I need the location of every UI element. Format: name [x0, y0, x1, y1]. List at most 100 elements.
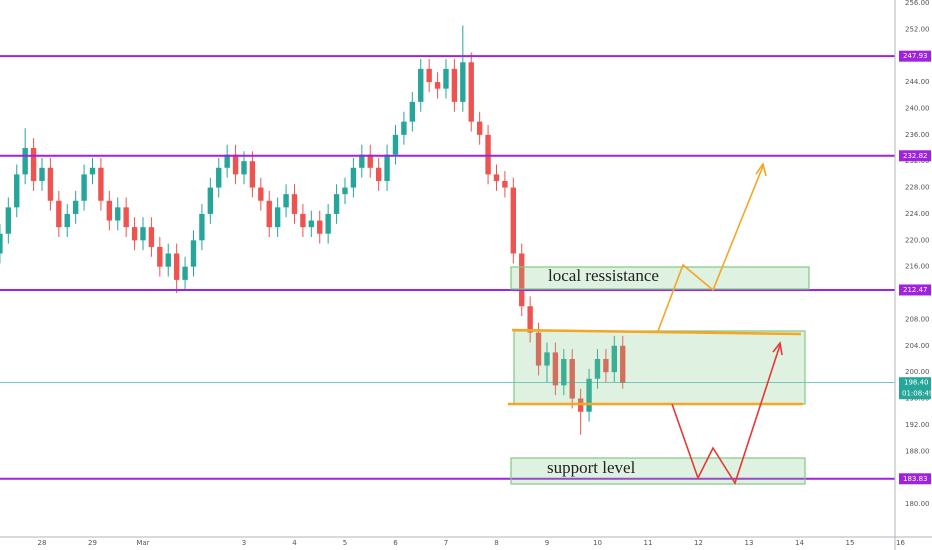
x-tick-label: 13 [745, 539, 754, 547]
range-top-line [511, 328, 802, 336]
x-tick-label: 10 [593, 539, 602, 547]
candle-body [426, 68, 432, 83]
x-tick-label: 7 [444, 539, 448, 547]
level-tag [899, 50, 931, 62]
candle-body [182, 266, 188, 280]
candle-body [241, 161, 247, 175]
candle-body [375, 167, 382, 181]
y-tick-label: 220.00 [905, 236, 930, 244]
level-label: 232.82 [903, 152, 928, 160]
candle-body [232, 154, 239, 175]
candle-body [443, 68, 449, 89]
x-tick-label: 4 [292, 539, 297, 547]
bear-path [671, 344, 781, 485]
candle-body [300, 213, 306, 228]
candle-body [39, 167, 45, 181]
y-tick-label: 236.00 [905, 131, 930, 139]
candle-body [22, 148, 28, 175]
level-tag [899, 150, 931, 162]
candle-body [367, 154, 373, 168]
candle-body [291, 194, 298, 214]
y-tick-label: 228.00 [905, 184, 930, 192]
candle-body [561, 358, 567, 386]
x-tick-label: 6 [393, 539, 398, 547]
support-box [510, 457, 806, 485]
candle-body [392, 134, 399, 155]
candle-body [72, 200, 79, 214]
candle-body [140, 227, 146, 241]
candle-body [594, 358, 601, 379]
bull-path [657, 165, 764, 332]
candle-body [106, 200, 113, 221]
candle-body [342, 187, 348, 195]
candle-body [274, 207, 281, 228]
x-tick-label: 12 [694, 539, 703, 547]
candle-body [0, 233, 3, 254]
candle-body [586, 378, 592, 412]
y-tick-label: 192.00 [905, 421, 930, 429]
x-tick-label: 9 [545, 539, 549, 547]
candle-body [434, 82, 441, 89]
candle-body [510, 187, 517, 254]
candle-body [173, 253, 180, 280]
y-tick-label: 208.00 [905, 315, 930, 323]
candle-body [493, 174, 500, 181]
x-tick-label: 16 [896, 539, 905, 547]
y-tick-label: 240.00 [905, 104, 930, 112]
candle-body [115, 207, 121, 221]
y-tick-label: 256.00 [905, 0, 930, 7]
candle-body [98, 167, 104, 201]
y-tick-label: 204.00 [905, 342, 930, 350]
candle-body [603, 358, 609, 373]
candle-body [476, 121, 483, 135]
candle-body [569, 358, 575, 399]
candle-body [207, 187, 214, 214]
last-price-label: 198.40 [904, 379, 929, 387]
candle-body [519, 253, 525, 307]
time-axis [0, 537, 932, 550]
candle-body [283, 194, 289, 208]
level-label: 247.93 [903, 52, 928, 60]
candle-body [401, 121, 407, 135]
candle-body [611, 345, 618, 373]
labels: 180.00184.00188.00192.00196.00200.00204.… [38, 0, 932, 547]
x-tick-label: 3 [242, 539, 246, 547]
candle-body [165, 253, 171, 267]
level-tag [899, 284, 931, 296]
y-tick-label: 244.00 [905, 78, 930, 86]
x-tick-label: 28 [38, 539, 47, 547]
candle-body [308, 220, 315, 228]
candle-body [47, 167, 54, 201]
candle-body [333, 194, 340, 214]
x-tick-label: 29 [88, 539, 97, 547]
y-tick-label: 216.00 [905, 263, 930, 271]
x-tick-label: 14 [795, 539, 804, 547]
candle-body [249, 161, 256, 188]
candle-body [5, 207, 12, 234]
candle-body [30, 148, 37, 181]
candle-body [14, 174, 20, 208]
x-tick-label: 8 [494, 539, 498, 547]
candle-body [502, 180, 508, 188]
candle-body [350, 167, 357, 188]
candle-body [317, 220, 323, 234]
x-tick-label: 11 [644, 539, 653, 547]
candle-body [199, 213, 205, 241]
candle-body [384, 154, 390, 181]
candle-body [409, 101, 416, 122]
candle-body [325, 213, 331, 234]
candle-body [527, 306, 533, 333]
candle-body [620, 345, 626, 383]
candle-body [190, 240, 197, 267]
candle-body [485, 134, 491, 175]
candle-body [89, 167, 96, 175]
candle-body [468, 62, 474, 122]
candle-body [359, 154, 365, 168]
candle-body [266, 200, 272, 228]
range-box [513, 330, 806, 405]
x-tick-label: 5 [343, 539, 347, 547]
bear-arrow [772, 341, 783, 356]
level-label: 212.47 [903, 286, 928, 294]
annotation: support level [547, 458, 636, 477]
candle-body [131, 227, 138, 241]
